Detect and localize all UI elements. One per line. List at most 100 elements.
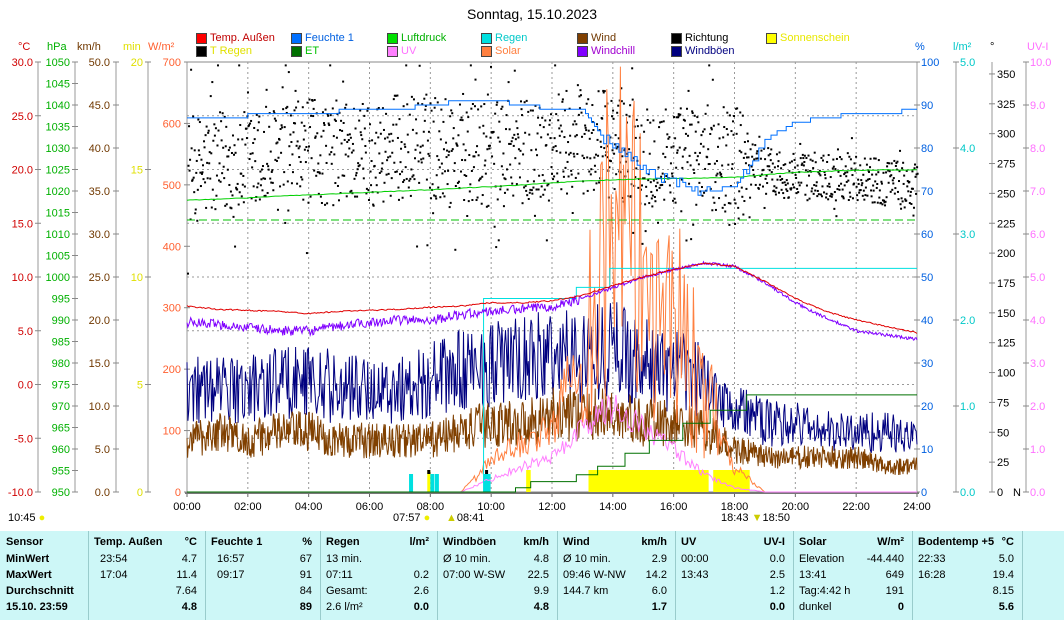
direction-point bbox=[390, 177, 393, 180]
direction-point bbox=[417, 160, 420, 163]
direction-point bbox=[382, 128, 385, 131]
direction-point bbox=[529, 109, 532, 112]
axis-tick-label-hum: 80 bbox=[921, 143, 933, 155]
axis-tick-label-solar: 200 bbox=[163, 364, 181, 376]
direction-point bbox=[219, 111, 222, 114]
direction-point bbox=[440, 108, 443, 111]
direction-point bbox=[568, 153, 571, 156]
direction-point bbox=[293, 109, 296, 112]
direction-point bbox=[735, 132, 738, 135]
direction-point bbox=[814, 189, 817, 192]
axis-tick-label-press: 1005 bbox=[46, 251, 70, 263]
direction-point bbox=[884, 200, 887, 203]
direction-point bbox=[192, 176, 195, 179]
direction-point bbox=[547, 199, 550, 202]
direction-point bbox=[613, 188, 616, 191]
direction-point bbox=[575, 134, 578, 137]
direction-point bbox=[191, 179, 194, 182]
direction-point bbox=[295, 106, 298, 109]
direction-point bbox=[582, 192, 585, 195]
direction-point bbox=[813, 184, 816, 187]
direction-point bbox=[242, 201, 245, 204]
direction-point bbox=[773, 185, 776, 188]
direction-point bbox=[677, 116, 680, 119]
direction-point bbox=[830, 192, 833, 195]
direction-point bbox=[635, 167, 638, 170]
direction-point bbox=[495, 246, 498, 249]
direction-point bbox=[411, 128, 414, 131]
rain-bar bbox=[486, 474, 491, 492]
direction-point bbox=[870, 189, 873, 192]
direction-point bbox=[674, 201, 677, 204]
direction-point bbox=[507, 81, 510, 84]
direction-point bbox=[508, 128, 511, 131]
direction-point bbox=[746, 132, 749, 135]
table-cell-value: 8.15 bbox=[992, 585, 1014, 597]
direction-point bbox=[799, 142, 802, 145]
axis-tick-label-solar: 500 bbox=[163, 180, 181, 192]
table-header: UV bbox=[681, 536, 697, 548]
direction-point bbox=[721, 164, 724, 167]
direction-point bbox=[348, 147, 351, 150]
rain-bar bbox=[430, 474, 435, 492]
direction-point bbox=[714, 181, 717, 184]
direction-point bbox=[660, 175, 663, 178]
direction-point bbox=[529, 188, 532, 191]
direction-point bbox=[851, 197, 854, 200]
direction-point bbox=[835, 215, 838, 218]
direction-point bbox=[768, 169, 771, 172]
weather-chart: 00:00 02:00 04:00 06:00 08:00 10:00 12:00 14:00… bbox=[8, 41, 1052, 513]
direction-point bbox=[806, 199, 809, 202]
direction-point bbox=[777, 160, 780, 163]
direction-point bbox=[653, 195, 656, 198]
direction-point bbox=[225, 125, 228, 128]
direction-point bbox=[674, 137, 677, 140]
direction-point bbox=[468, 154, 471, 157]
direction-point bbox=[237, 138, 240, 141]
x-tick-label: 18:00 bbox=[721, 501, 749, 513]
table-column: Wind km/h Ø 10 min. 2.9 09:46 W-NW 14.2 144.7 … bbox=[557, 531, 676, 620]
direction-point bbox=[521, 202, 524, 205]
direction-point bbox=[715, 174, 718, 177]
direction-point bbox=[718, 197, 721, 200]
direction-point bbox=[797, 181, 800, 184]
direction-point bbox=[366, 109, 369, 112]
direction-point bbox=[886, 165, 889, 168]
moon-time-1: 08:41 bbox=[456, 512, 485, 524]
table-cell-value: 4.8 bbox=[533, 601, 549, 613]
direction-point bbox=[460, 170, 463, 173]
direction-point bbox=[221, 172, 224, 175]
direction-point bbox=[676, 149, 679, 152]
direction-point bbox=[702, 145, 705, 148]
direction-point bbox=[903, 206, 906, 209]
axis-tick-label-dir: 50 bbox=[997, 427, 1009, 439]
direction-point bbox=[220, 139, 223, 142]
direction-point bbox=[666, 133, 669, 136]
direction-point bbox=[662, 152, 665, 155]
direction-point bbox=[341, 129, 344, 132]
direction-point bbox=[738, 190, 741, 193]
direction-point bbox=[824, 173, 827, 176]
direction-point bbox=[568, 107, 571, 110]
direction-point bbox=[784, 183, 787, 186]
direction-point bbox=[303, 148, 306, 151]
direction-point bbox=[394, 94, 397, 97]
direction-point bbox=[887, 181, 890, 184]
direction-point bbox=[811, 187, 814, 190]
direction-point bbox=[594, 153, 597, 156]
legend-item: Richtung bbox=[671, 32, 728, 44]
direction-point bbox=[882, 199, 885, 202]
direction-point bbox=[787, 196, 790, 199]
direction-point bbox=[610, 99, 613, 102]
direction-point bbox=[516, 127, 519, 130]
direction-point bbox=[355, 171, 358, 174]
direction-point bbox=[490, 65, 493, 68]
axis-tick-label-press: 975 bbox=[52, 380, 70, 392]
direction-point bbox=[889, 175, 892, 178]
legend-label: Luftdruck bbox=[401, 32, 447, 44]
axis-tick-label-press: 1000 bbox=[46, 272, 70, 284]
direction-point bbox=[211, 81, 214, 84]
table-column: Temp. Außen °C 23:54 4.7 17:04 11.4 7.64 4.8 bbox=[88, 531, 206, 620]
direction-point bbox=[406, 103, 409, 106]
direction-point bbox=[415, 118, 418, 121]
